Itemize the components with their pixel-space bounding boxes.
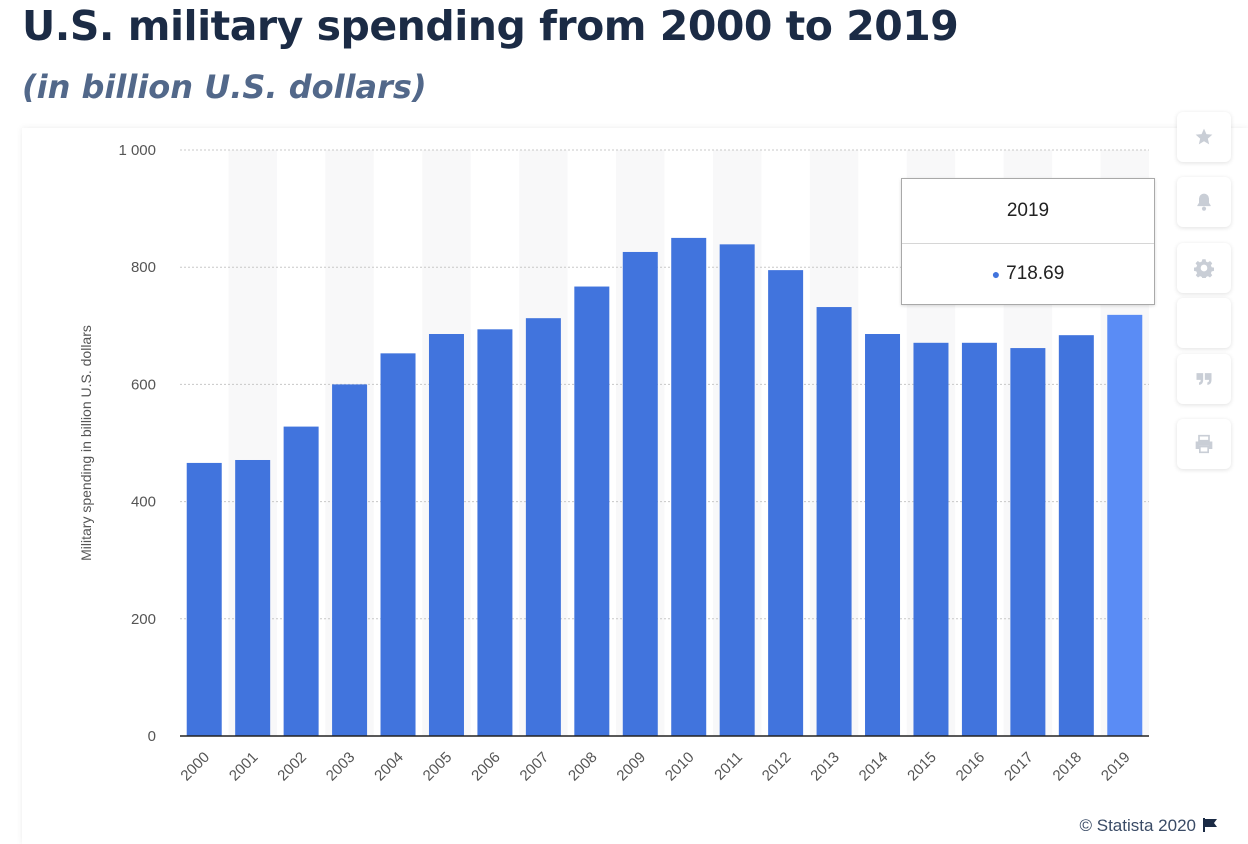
x-tick-label: 2011 [711,749,746,784]
x-tick-label: 2008 [565,749,601,785]
x-tick-label: 2000 [177,749,213,785]
bar-2009[interactable] [622,251,658,736]
bar-2012[interactable] [768,270,804,736]
x-tick-label: 2003 [323,749,359,785]
x-tick-label: 2018 [1050,749,1086,785]
bar-2015[interactable] [913,342,949,736]
bar-2006[interactable] [477,329,513,736]
x-tick-label: 2019 [1098,749,1134,785]
print-icon [1195,434,1213,454]
y-axis-label: Military spending in billion U.S. dollar… [78,325,94,561]
x-tick-label: 2015 [904,749,940,785]
tooltip-year: 2019 [902,179,1154,244]
x-tick-label: 2006 [468,749,504,785]
bar-2001[interactable] [235,459,271,736]
settings-button[interactable] [1177,243,1231,293]
bar-2004[interactable] [380,353,416,736]
bar-2016[interactable] [961,342,997,736]
bar-2010[interactable] [671,237,707,736]
page-subtitle: (in billion U.S. dollars) [22,68,427,106]
x-tick-label: 2017 [1001,749,1037,785]
flag-icon[interactable] [1202,817,1220,833]
x-tick-label: 2013 [807,749,843,785]
series-dot-icon: ● [991,266,1001,282]
copyright-text[interactable]: © Statista 2020 [1079,816,1197,835]
tooltip-value: 718.69 [1006,263,1065,284]
y-tick-labels: 0 200 400 600 800 1 000 [118,142,156,745]
bar-2014[interactable] [865,334,901,736]
bar-2011[interactable] [719,244,755,736]
y-tick-label: 1 000 [118,142,156,159]
bar-2005[interactable] [428,334,464,736]
x-tick-label: 2010 [662,749,698,785]
bar-2017[interactable] [1010,348,1046,736]
y-tick-label: 400 [131,494,156,511]
print-button[interactable] [1177,419,1231,469]
x-tick-label: 2014 [856,749,892,785]
bar-2019[interactable] [1107,314,1143,736]
favorite-button[interactable] [1177,112,1231,162]
page-title: U.S. military spending from 2000 to 2019 [22,2,959,50]
cite-button[interactable] [1177,354,1231,404]
x-tick-label: 2001 [226,749,262,785]
share-button[interactable] [1177,298,1231,348]
value-tooltip: 2019 ● 718.69 [901,178,1155,305]
y-tick-label: 200 [131,611,156,628]
x-tick-label: 2016 [953,749,989,785]
copyright-footer: © Statista 2020 [1080,816,1221,836]
bar-2008[interactable] [574,286,610,736]
y-tick-label: 800 [131,259,156,276]
y-tick-label: 0 [148,728,156,745]
bar-2013[interactable] [816,307,852,736]
tooltip-value-row: ● 718.69 [902,245,1154,303]
bars [186,237,1143,736]
star-icon [1195,128,1213,145]
quote-icon [1196,373,1212,385]
x-tick-label: 2012 [759,749,795,785]
x-tick-label: 2004 [371,749,407,785]
x-tick-label: 2007 [517,749,553,785]
bar-2003[interactable] [332,384,368,736]
notification-button[interactable] [1177,177,1231,227]
x-tick-labels: 2000 2001 2002 2003 2004 2005 2006 2007 2008 2009… [177,749,1133,785]
y-tick-label: 600 [131,376,156,393]
bar-2007[interactable] [525,318,561,736]
bar-2000[interactable] [186,462,222,736]
x-tick-label: 2009 [613,749,649,785]
bell-icon [1197,193,1211,211]
bar-chart: 2000 2001 2002 2003 2004 2005 2006 2007 2008 2009… [78,142,1149,785]
bar-2002[interactable] [283,426,319,736]
x-tick-label: 2005 [420,749,456,785]
bar-2018[interactable] [1058,335,1094,736]
x-tick-label: 2002 [274,749,310,785]
gear-icon [1194,259,1214,278]
